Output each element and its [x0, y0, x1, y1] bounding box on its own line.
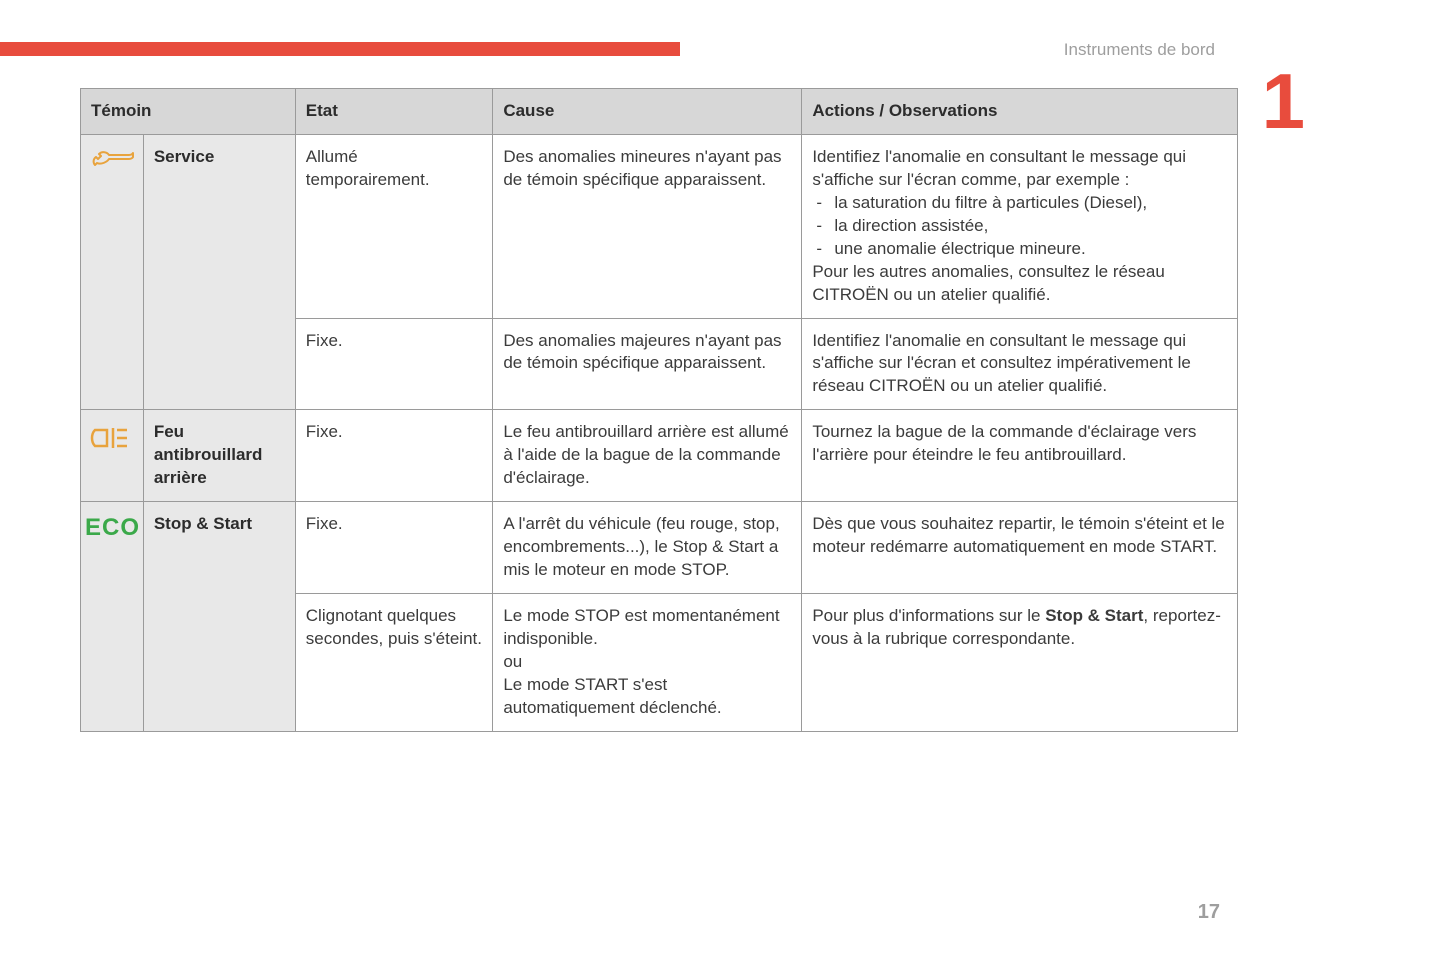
col-actions: Actions / Observations	[802, 89, 1238, 135]
list-item: la direction assistée,	[812, 215, 1227, 238]
actions-bold: Stop & Start	[1045, 606, 1143, 625]
col-etat: Etat	[295, 89, 493, 135]
actions-pre: Pour plus d'informations sur le	[812, 606, 1045, 625]
actions-list: la saturation du filtre à particules (Di…	[812, 192, 1227, 261]
actions-pre: Identifiez l'anomalie en consultant le m…	[812, 147, 1186, 189]
table-header-row: Témoin Etat Cause Actions / Observations	[81, 89, 1238, 135]
indicator-icon-cell	[81, 410, 144, 502]
indicator-name: Service	[143, 134, 295, 409]
chapter-number: 1	[1262, 70, 1305, 132]
actions-cell: Identifiez l'anomalie en consultant le m…	[802, 318, 1238, 410]
etat-cell: Allumé temporairement.	[295, 134, 493, 318]
wrench-icon	[85, 147, 139, 171]
table-row: Feu antibrouillard arrière Fixe. Le feu …	[81, 410, 1238, 502]
indicator-icon-cell	[81, 134, 144, 409]
indicator-name: Feu antibrouillard arrière	[143, 410, 295, 502]
etat-cell: Fixe.	[295, 502, 493, 594]
etat-cell: Clignotant quelques secondes, puis s'éte…	[295, 593, 493, 731]
actions-cell: Pour plus d'informations sur le Stop & S…	[802, 593, 1238, 731]
fog-rear-icon	[85, 422, 139, 454]
cause-cell: Des anomalies majeures n'ayant pas de té…	[493, 318, 802, 410]
eco-icon: ECO	[85, 514, 140, 541]
indicator-name: Stop & Start	[143, 502, 295, 732]
cause-cell: Des anomalies mineures n'ayant pas de té…	[493, 134, 802, 318]
cause-cell: A l'arrêt du véhicule (feu rouge, stop, …	[493, 502, 802, 594]
indicators-table: Témoin Etat Cause Actions / Observations…	[80, 88, 1238, 732]
page-number: 17	[1198, 901, 1220, 924]
actions-cell: Dès que vous souhaitez repartir, le témo…	[802, 502, 1238, 594]
table-row: Service Allumé temporairement. Des anoma…	[81, 134, 1238, 318]
table-row: ECO Stop & Start Fixe. A l'arrêt du véhi…	[81, 502, 1238, 594]
actions-cell: Tournez la bague de la commande d'éclair…	[802, 410, 1238, 502]
indicator-icon-cell: ECO	[81, 502, 144, 732]
actions-cell: Identifiez l'anomalie en consultant le m…	[802, 134, 1238, 318]
list-item: la saturation du filtre à particules (Di…	[812, 192, 1227, 215]
col-temoin: Témoin	[81, 89, 296, 135]
cause-cell: Le mode STOP est momentanément indisponi…	[493, 593, 802, 731]
list-item: une anomalie électrique mineure.	[812, 238, 1227, 261]
cause-cell: Le feu antibrouillard arrière est allumé…	[493, 410, 802, 502]
etat-cell: Fixe.	[295, 318, 493, 410]
accent-top-bar	[0, 42, 680, 56]
etat-cell: Fixe.	[295, 410, 493, 502]
section-title: Instruments de bord	[1064, 40, 1215, 60]
col-cause: Cause	[493, 89, 802, 135]
actions-post: Pour les autres anomalies, consultez le …	[812, 262, 1164, 304]
